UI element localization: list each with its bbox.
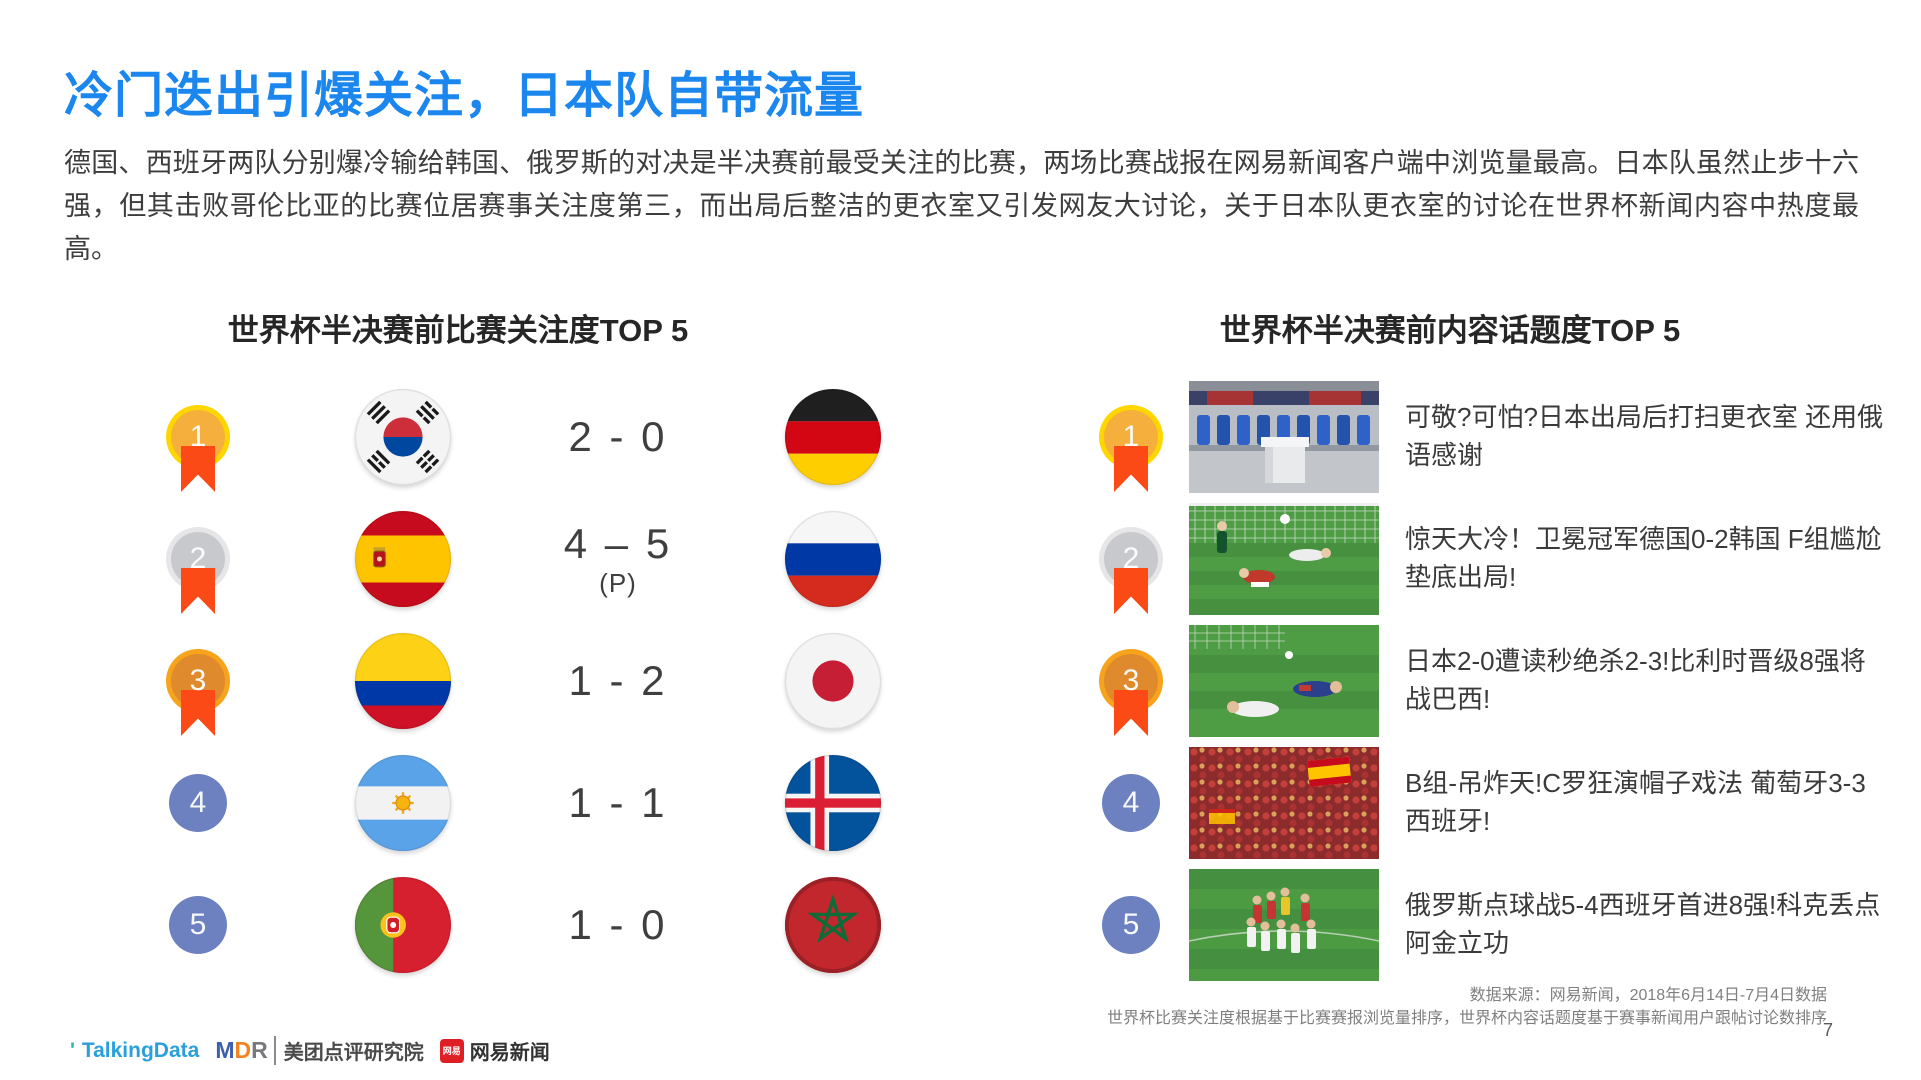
germany-flag-icon <box>784 388 882 486</box>
rank-number: 5 <box>189 908 207 941</box>
netease-news-logo: 网易 网易新闻 <box>439 1036 550 1065</box>
score-cell: 4 – 5 (P) <box>564 520 672 599</box>
talkingdata-logo-text: TalkingData <box>81 1038 200 1062</box>
rank-4-medal-icon: 4 <box>169 774 227 832</box>
score-cell: 1 - 0 <box>568 901 667 949</box>
rank-number: 3 <box>1122 664 1140 697</box>
fans-crowd-photo <box>1189 747 1379 859</box>
rank-number: 2 <box>1122 542 1140 575</box>
mdr-letter-d: D <box>234 1037 252 1063</box>
news-row: 4 <box>1085 742 1895 864</box>
iceland-flag-icon <box>784 754 882 852</box>
morocco-flag-icon <box>784 876 882 974</box>
source-line-1: 数据来源：网易新闻，2018年6月14日-7月4日数据 <box>1469 987 1827 1004</box>
match-score: 1 - 2 <box>568 657 668 704</box>
rank-2-medal-icon: 2 <box>171 532 225 586</box>
news-headline: 惊天大冷！卫冕冠军德国0-2韩国 F组尴尬垫底出局! <box>1405 524 1882 592</box>
russia-flag-icon <box>784 510 882 608</box>
netease-badge-icon: 网易 <box>439 1038 464 1063</box>
match-rows: 1 <box>88 376 950 986</box>
players-on-pitch-photo <box>1189 625 1379 737</box>
match-score: 1 - 0 <box>568 901 668 948</box>
rank-number: 4 <box>189 786 207 819</box>
news-rows: 1 <box>1085 376 1895 986</box>
news-headline: 俄罗斯点球战5-4西班牙首进8强!科克丢点阿金立功 <box>1405 890 1881 958</box>
rank-4-medal-icon: 4 <box>1102 774 1160 832</box>
right-panel-title: 世界杯半决赛前内容话题度TOP 5 <box>1219 313 1681 348</box>
match-row: 5 1 - 0 <box>88 864 950 986</box>
news-headline: B组-吊炸天!C罗狂演帽子戏法 葡萄牙3-3西班牙! <box>1405 768 1866 836</box>
portugal-flag-icon <box>354 876 452 974</box>
score-cell: 1 - 2 <box>568 657 667 705</box>
data-source-notes: 数据来源：网易新闻，2018年6月14日-7月4日数据 世界杯比赛关注度根据基于… <box>1107 984 1827 1030</box>
colombia-flag-icon <box>354 632 452 730</box>
content-topic-panel: 世界杯半决赛前内容话题度TOP 5 1 <box>1085 305 1895 986</box>
match-row: 1 <box>88 376 950 498</box>
rank-5-medal-icon: 5 <box>169 896 227 954</box>
rank-1-medal-icon: 1 <box>1104 410 1158 464</box>
rank-number: 3 <box>189 664 207 697</box>
page-number: 7 <box>1822 1020 1833 1040</box>
match-score: 4 – 5 <box>563 519 673 567</box>
penalty-note: (P) <box>599 567 637 598</box>
summary-paragraph: 德国、西班牙两队分别爆冷输给韩国、俄罗斯的对决是半决赛前最受关注的比赛，两场比赛… <box>64 148 1859 265</box>
news-headline: 日本2-0遭读秒绝杀2-3!比利时晋级8强将战巴西! <box>1405 646 1866 714</box>
talkingdata-logo: TalkingData <box>70 1039 199 1063</box>
news-row: 2 <box>1085 498 1895 620</box>
news-row: 5 <box>1085 864 1895 986</box>
rank-number: 1 <box>1122 420 1140 453</box>
mdr-letter-m: M <box>215 1037 235 1063</box>
rank-5-medal-icon: 5 <box>1102 896 1160 954</box>
spain-flag-icon <box>354 510 452 608</box>
argentina-flag-icon <box>354 754 452 852</box>
locker-room-photo <box>1189 381 1379 493</box>
match-row: 3 1 - 2 <box>88 620 950 742</box>
mdr-meituan-dianping-logo: M D R 美团点评研究院 <box>215 1036 424 1065</box>
match-row: 2 <box>88 498 950 620</box>
rank-number: 2 <box>189 542 207 575</box>
netease-news-label: 网易新闻 <box>469 1042 550 1064</box>
footer-logos: TalkingData M D R 美团点评研究院 网易 网易新闻 <box>70 1036 550 1065</box>
match-score: 1 - 1 <box>568 779 668 826</box>
news-row: 1 <box>1085 376 1895 498</box>
match-score: 2 - 0 <box>568 413 668 460</box>
rank-3-medal-icon: 3 <box>1104 654 1158 708</box>
rank-1-medal-icon: 1 <box>171 410 225 464</box>
match-row: 4 <box>88 742 950 864</box>
rank-3-medal-icon: 3 <box>171 654 225 708</box>
match-attention-panel: 世界杯半决赛前比赛关注度TOP 5 1 <box>88 305 950 986</box>
rank-number: 1 <box>189 420 207 453</box>
mdr-chinese-name: 美团点评研究院 <box>273 1036 424 1065</box>
page-title: 冷门迭出引爆关注，日本队自带流量 <box>64 69 865 123</box>
japan-flag-icon <box>784 632 882 730</box>
rank-number: 5 <box>1122 908 1140 941</box>
news-row: 3 日本2-0遭读秒绝杀2-3!比利 <box>1085 620 1895 742</box>
score-cell: 1 - 1 <box>568 779 667 827</box>
left-panel-title: 世界杯半决赛前比赛关注度TOP 5 <box>227 313 689 348</box>
mdr-letter-r: R <box>251 1037 268 1063</box>
rank-2-medal-icon: 2 <box>1104 532 1158 586</box>
rank-number: 4 <box>1122 786 1140 819</box>
team-celebration-photo <box>1189 869 1379 981</box>
goalmouth-scene-photo <box>1189 503 1379 615</box>
source-line-2: 世界杯比赛关注度根据基于比赛赛报浏览量排序，世界杯内容话题度基于赛事新闻用户跟帖… <box>1106 1010 1827 1028</box>
south-korea-flag-icon <box>354 388 452 486</box>
news-headline: 可敬?可怕?日本出局后打扫更衣室 还用俄语感谢 <box>1405 402 1884 470</box>
score-cell: 2 - 0 <box>568 413 667 461</box>
